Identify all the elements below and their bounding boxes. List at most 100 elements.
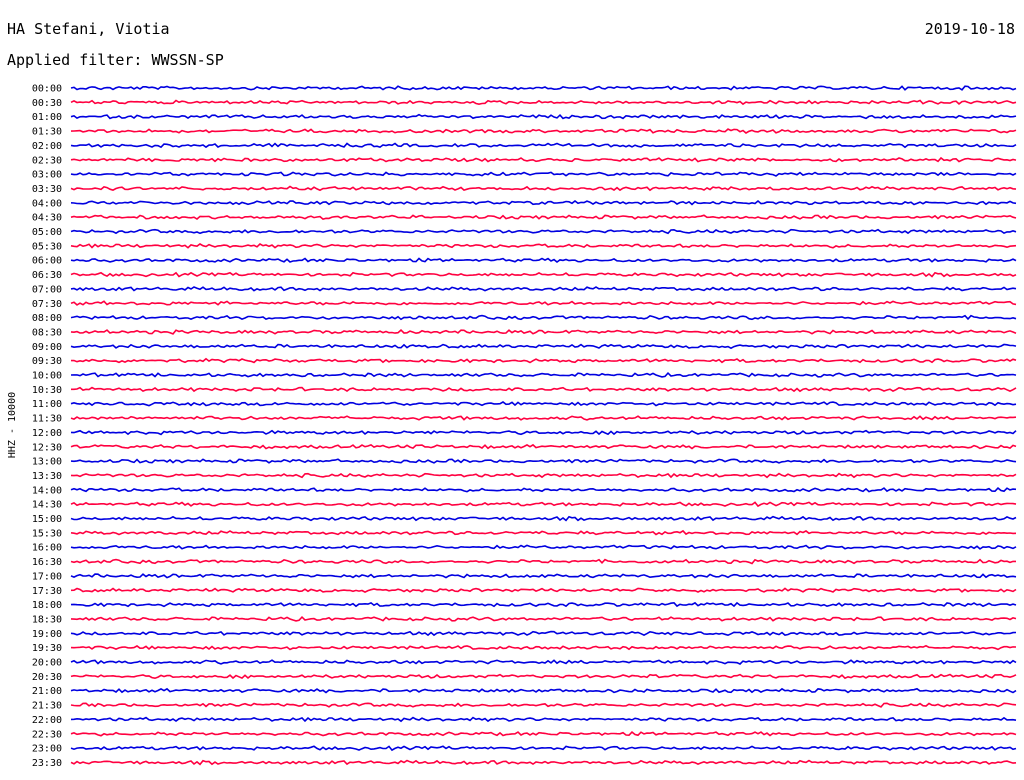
trace-line: [70, 99, 1017, 106]
trace-line: [70, 429, 1017, 436]
tick-label: 08:00: [32, 313, 62, 324]
trace-line: [70, 314, 1017, 321]
trace-line: [70, 85, 1017, 91]
trace-line: [70, 687, 1017, 694]
tick-label: 23:00: [32, 744, 62, 755]
tick-label: 22:00: [32, 715, 62, 726]
trace-line: [70, 199, 1017, 206]
trace-line: [70, 573, 1017, 579]
tick-label: 14:00: [32, 485, 62, 496]
trace-line: [70, 214, 1017, 220]
tick-label: 09:30: [32, 356, 62, 367]
date-label: 2019-10-18: [924, 20, 1015, 38]
tick-label: 07:30: [32, 299, 62, 310]
tick-label: 06:30: [32, 270, 62, 281]
tick-label: 13:00: [32, 457, 62, 468]
tick-label: 13:30: [32, 471, 62, 482]
tick-label: 10:00: [32, 371, 62, 382]
trace-line: [70, 286, 1017, 292]
trace-line: [70, 587, 1017, 594]
trace-line: [70, 731, 1017, 737]
tick-label: 19:30: [32, 643, 62, 654]
tick-label: 06:00: [32, 256, 62, 267]
trace-line: [70, 458, 1017, 464]
trace-line: [70, 128, 1017, 134]
trace-line: [70, 156, 1017, 163]
trace-line: [70, 759, 1017, 766]
tick-label: 07:00: [32, 284, 62, 295]
tick-label: 15:00: [32, 514, 62, 525]
trace-line: [70, 329, 1017, 335]
trace-line: [70, 702, 1017, 708]
tick-label: 02:30: [32, 155, 62, 166]
tick-label: 20:30: [32, 672, 62, 683]
trace-line: [70, 371, 1017, 378]
tick-label: 02:00: [32, 141, 62, 152]
tick-label: 12:30: [32, 442, 62, 453]
tick-label: 20:00: [32, 658, 62, 669]
trace-line: [70, 601, 1017, 608]
tick-label: 04:00: [32, 198, 62, 209]
tick-label: 15:30: [32, 528, 62, 539]
tick-label: 08:30: [32, 327, 62, 338]
trace-line: [70, 357, 1017, 364]
y-axis-label: HHZ - 10000: [7, 392, 18, 458]
tick-label: 10:30: [32, 385, 62, 396]
trace-line: [70, 544, 1017, 550]
tick-label: 22:30: [32, 729, 62, 740]
tick-label: 09:00: [32, 342, 62, 353]
trace-line: [70, 113, 1017, 120]
tick-label: 21:30: [32, 701, 62, 712]
trace-line: [70, 401, 1017, 407]
tick-label: 19:00: [32, 629, 62, 640]
time-tick-labels: 00:00 00:30 01:00 01:30 02:00 02:30 03:00 03:30…: [32, 84, 62, 769]
filter-label: Applied filter: WWSSN-SP: [7, 51, 224, 69]
seismogram-traces: [70, 85, 1017, 766]
trace-line: [70, 228, 1017, 235]
tick-label: 17:00: [32, 571, 62, 582]
trace-line: [70, 515, 1017, 522]
tick-label: 14:30: [32, 500, 62, 511]
tick-label: 23:30: [32, 758, 62, 769]
trace-line: [70, 443, 1017, 450]
tick-label: 16:00: [32, 543, 62, 554]
tick-label: 03:30: [32, 184, 62, 195]
trace-line: [70, 185, 1017, 192]
station-title: HA Stefani, Viotia: [7, 20, 170, 38]
trace-line: [70, 415, 1017, 421]
tick-label: 21:00: [32, 686, 62, 697]
tick-label: 04:30: [32, 213, 62, 224]
trace-line: [70, 558, 1016, 565]
trace-line: [70, 529, 1017, 536]
trace-line: [70, 644, 1017, 651]
trace-line: [70, 501, 1017, 508]
tick-label: 01:30: [32, 127, 62, 138]
tick-label: 11:30: [32, 414, 62, 425]
trace-line: [70, 659, 1017, 665]
tick-label: 12:00: [32, 428, 62, 439]
tick-label: 01:00: [32, 112, 62, 123]
trace-line: [70, 257, 1017, 263]
trace-line: [70, 142, 1017, 149]
tick-label: 00:00: [32, 84, 62, 95]
trace-line: [70, 716, 1017, 723]
tick-label: 18:00: [32, 600, 62, 611]
trace-line: [70, 243, 1017, 249]
tick-label: 05:00: [32, 227, 62, 238]
trace-line: [70, 343, 1017, 350]
trace-line: [70, 615, 1017, 622]
tick-label: 16:30: [32, 557, 62, 568]
trace-line: [70, 487, 1017, 493]
trace-line: [70, 630, 1017, 637]
trace-line: [70, 472, 1017, 479]
tick-label: 00:30: [32, 98, 62, 109]
trace-line: [70, 300, 1017, 306]
trace-line: [70, 745, 1017, 752]
trace-line: [70, 171, 1017, 177]
tick-label: 03:00: [32, 170, 62, 181]
trace-line: [71, 386, 1017, 393]
tick-label: 05:30: [32, 241, 62, 252]
tick-label: 11:00: [32, 399, 62, 410]
tick-label: 18:30: [32, 614, 62, 625]
